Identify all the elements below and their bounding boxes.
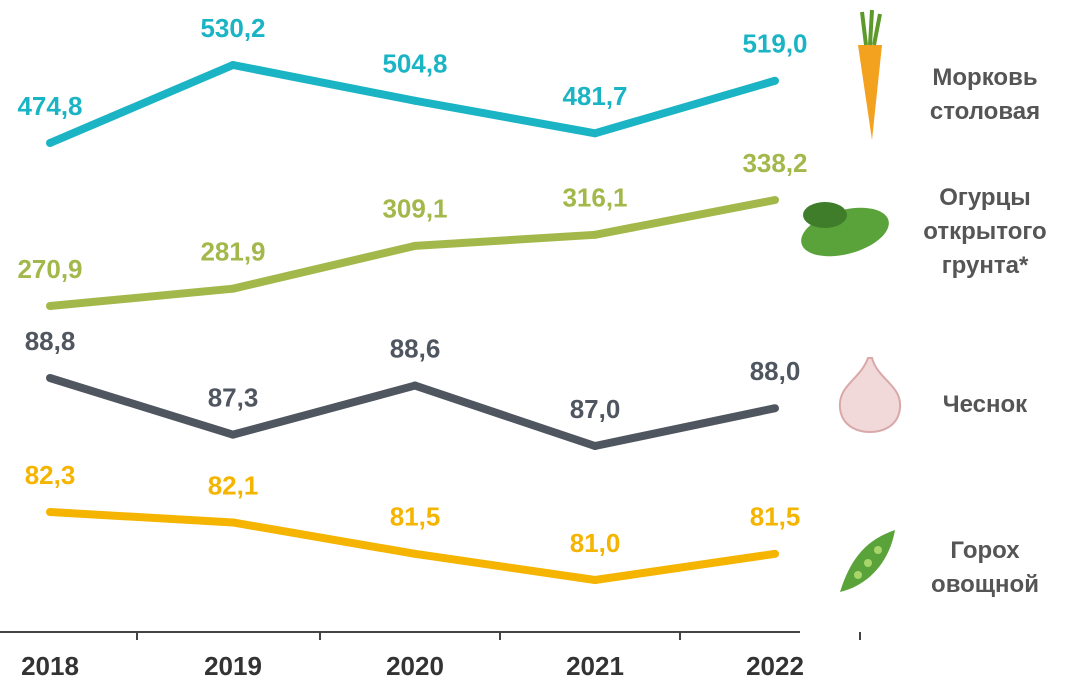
value-label: 88,0	[750, 356, 801, 386]
point	[229, 430, 237, 439]
point	[229, 61, 237, 69]
point	[591, 442, 599, 450]
value-label: 481,7	[562, 81, 627, 111]
pea-icon	[840, 530, 895, 592]
series-name: Огурцы открытого грунта*	[923, 184, 1047, 279]
point	[46, 374, 54, 382]
carrot-icon	[858, 9, 882, 140]
value-label: 88,8	[25, 326, 76, 356]
point	[229, 518, 237, 527]
value-label: 281,9	[200, 237, 265, 267]
x-tick-label: 2022	[746, 651, 804, 681]
x-tick-label: 2021	[566, 651, 624, 681]
x-tick-label: 2018	[21, 651, 79, 681]
point	[411, 381, 419, 390]
x-tick-label: 2019	[204, 651, 262, 681]
point	[771, 549, 779, 558]
point	[46, 508, 54, 516]
point	[229, 284, 237, 293]
garlic-icon	[838, 357, 902, 434]
point	[46, 139, 54, 147]
value-label: 504,8	[382, 49, 447, 79]
value-label: 474,8	[17, 91, 82, 121]
value-label: 338,2	[742, 148, 807, 178]
point	[411, 96, 419, 105]
value-label: 519,0	[742, 29, 807, 59]
point	[46, 302, 54, 310]
value-label: 82,3	[25, 460, 76, 490]
value-label: 530,2	[200, 13, 265, 43]
value-label: 316,1	[562, 183, 627, 213]
value-label: 87,0	[570, 394, 621, 424]
point	[771, 196, 779, 204]
series-name: Горох овощной	[931, 537, 1039, 598]
value-label: 81,5	[390, 502, 441, 532]
value-label: 81,0	[570, 528, 621, 558]
point	[591, 129, 599, 138]
point	[771, 404, 779, 413]
point	[591, 230, 599, 239]
cucumber-icon	[801, 202, 889, 257]
value-label: 81,5	[750, 502, 801, 532]
point	[591, 576, 599, 584]
point	[411, 241, 419, 250]
point	[411, 549, 419, 558]
series-name: Чеснок	[942, 391, 1028, 418]
x-tick-label: 2020	[386, 651, 444, 681]
value-label: 87,3	[208, 383, 259, 413]
series-name: Морковь столовая	[929, 64, 1041, 125]
value-label: 309,1	[382, 194, 447, 224]
value-label: 270,9	[17, 254, 82, 284]
point	[771, 76, 779, 85]
value-label: 88,6	[390, 333, 441, 363]
value-label: 82,1	[208, 470, 259, 500]
